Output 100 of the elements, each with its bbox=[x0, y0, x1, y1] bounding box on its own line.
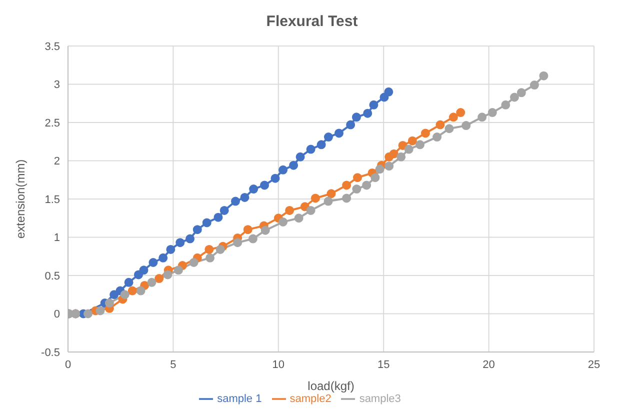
point bbox=[375, 164, 384, 174]
point bbox=[408, 136, 417, 146]
point bbox=[147, 278, 156, 287]
point bbox=[310, 194, 320, 203]
point bbox=[216, 244, 225, 254]
point bbox=[214, 212, 223, 222]
y-tick-label: 1.5 bbox=[44, 194, 60, 206]
point bbox=[342, 194, 352, 203]
point bbox=[174, 266, 183, 275]
point bbox=[432, 132, 442, 142]
point bbox=[404, 144, 414, 154]
point bbox=[352, 184, 362, 194]
y-tick-label: -0.5 bbox=[41, 346, 60, 359]
point bbox=[316, 140, 326, 150]
point bbox=[516, 88, 526, 98]
x-tick-label: 5 bbox=[170, 358, 176, 371]
point bbox=[294, 214, 304, 223]
point bbox=[488, 108, 497, 118]
y-tick-label: 3 bbox=[54, 79, 60, 92]
point bbox=[334, 128, 344, 138]
point bbox=[163, 270, 172, 280]
point bbox=[436, 120, 445, 130]
x-tick-label: 20 bbox=[482, 358, 495, 371]
point bbox=[444, 124, 454, 134]
point bbox=[510, 92, 519, 102]
point bbox=[342, 180, 352, 190]
point bbox=[384, 87, 394, 96]
point bbox=[233, 238, 242, 248]
x-tick-label: 0 bbox=[64, 358, 72, 371]
point bbox=[456, 108, 466, 118]
point bbox=[324, 196, 333, 206]
y-tick-label: 0 bbox=[54, 308, 60, 321]
point bbox=[384, 162, 394, 171]
point bbox=[289, 160, 298, 170]
point bbox=[134, 270, 143, 280]
point bbox=[300, 202, 310, 212]
point bbox=[296, 152, 305, 162]
point bbox=[326, 189, 336, 198]
x-axis-title: load(kgf) bbox=[308, 379, 354, 393]
point bbox=[363, 108, 372, 118]
point bbox=[128, 286, 137, 296]
point bbox=[240, 192, 250, 202]
y-tick-label: 0.5 bbox=[44, 270, 60, 282]
point bbox=[462, 121, 471, 130]
point bbox=[362, 180, 372, 190]
point bbox=[416, 140, 424, 150]
point bbox=[324, 132, 333, 142]
point bbox=[192, 225, 202, 234]
point bbox=[306, 144, 316, 154]
point bbox=[260, 226, 270, 235]
point bbox=[124, 278, 134, 287]
point bbox=[306, 206, 316, 215]
point bbox=[278, 217, 288, 226]
point bbox=[96, 306, 105, 316]
point bbox=[285, 206, 294, 215]
point bbox=[278, 165, 288, 174]
point bbox=[396, 152, 406, 162]
x-tick-label: 25 bbox=[588, 358, 600, 371]
legend-label: sample3 bbox=[359, 392, 401, 405]
point bbox=[166, 244, 176, 254]
y-tick-label: 2 bbox=[54, 156, 60, 168]
x-tick-label: 10 bbox=[272, 358, 285, 371]
x-tick-label: 15 bbox=[377, 358, 390, 371]
point bbox=[110, 290, 119, 300]
point bbox=[420, 128, 430, 138]
point bbox=[270, 174, 280, 183]
point bbox=[370, 173, 380, 182]
point bbox=[353, 173, 362, 182]
point bbox=[136, 286, 146, 296]
point bbox=[83, 309, 92, 318]
point bbox=[204, 244, 214, 254]
point bbox=[243, 225, 252, 234]
point bbox=[346, 120, 356, 130]
point bbox=[380, 92, 389, 102]
point bbox=[448, 112, 458, 122]
legend-label: sample 1 bbox=[217, 392, 262, 405]
point bbox=[230, 196, 240, 206]
point bbox=[120, 290, 130, 300]
point bbox=[248, 234, 258, 244]
point bbox=[186, 234, 195, 244]
point bbox=[104, 298, 114, 308]
y-tick-label: 1 bbox=[54, 232, 60, 244]
point bbox=[220, 206, 229, 215]
point bbox=[158, 253, 168, 262]
point bbox=[139, 266, 148, 275]
point bbox=[501, 100, 510, 110]
point bbox=[398, 140, 408, 150]
point bbox=[260, 180, 270, 190]
point bbox=[249, 184, 258, 194]
chart-title: Flexural Test bbox=[265, 12, 359, 32]
point bbox=[539, 71, 548, 80]
y-tick-label: 3.5 bbox=[44, 40, 60, 53]
point bbox=[369, 100, 378, 110]
y-axis-title: extension(mm) bbox=[13, 159, 28, 239]
point bbox=[202, 218, 212, 228]
point bbox=[176, 238, 185, 248]
point bbox=[206, 253, 215, 262]
y-tick-label: 2.5 bbox=[44, 117, 60, 130]
legend-label: sample2 bbox=[290, 392, 332, 405]
point bbox=[530, 80, 539, 90]
